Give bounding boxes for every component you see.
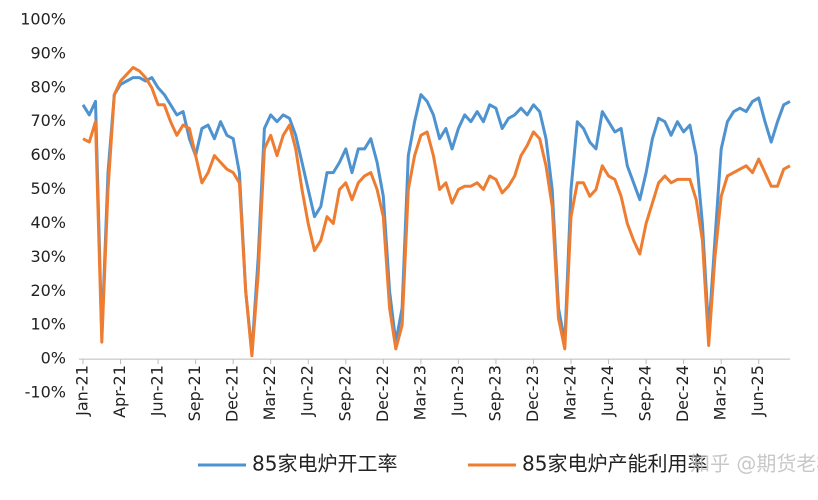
x-tick-label: Dec-22 bbox=[373, 365, 392, 422]
y-tick-label: 30% bbox=[30, 247, 66, 266]
watermark: 知乎 @期货老杨 bbox=[690, 452, 818, 476]
x-tick-label: Sep-22 bbox=[335, 365, 354, 421]
y-tick-label: 20% bbox=[30, 281, 66, 300]
y-tick-label: 40% bbox=[30, 213, 66, 232]
x-tick-label: Jun-21 bbox=[148, 365, 167, 417]
y-tick-label: 100% bbox=[20, 10, 66, 29]
y-tick-label: -10% bbox=[25, 383, 66, 402]
legend-label: 85家电炉开工率 bbox=[252, 452, 397, 476]
x-tick-label: Dec-21 bbox=[223, 365, 242, 422]
x-tick-label: Mar-22 bbox=[260, 365, 279, 420]
x-tick-label: Jun-25 bbox=[748, 365, 767, 417]
y-tick-label: 50% bbox=[30, 179, 66, 198]
x-tick-label: Jun-22 bbox=[298, 365, 317, 417]
x-tick-label: Dec-24 bbox=[673, 365, 692, 422]
y-tick-label: 70% bbox=[30, 111, 66, 130]
x-tick-label: Sep-23 bbox=[485, 365, 504, 421]
y-tick-label: 0% bbox=[41, 349, 66, 368]
y-tick-label: 10% bbox=[30, 315, 66, 334]
x-tick-label: Dec-23 bbox=[523, 365, 542, 422]
y-tick-label: 80% bbox=[30, 77, 66, 96]
series-line bbox=[82, 66, 791, 358]
x-tick-label: Sep-21 bbox=[185, 365, 204, 421]
y-tick-label: 60% bbox=[30, 145, 66, 164]
x-tick-label: Mar-23 bbox=[410, 365, 429, 420]
x-tick-label: Sep-24 bbox=[636, 365, 655, 421]
y-tick-label: 90% bbox=[30, 43, 66, 62]
series-line bbox=[81, 76, 791, 354]
x-tick-label: Jun-24 bbox=[598, 365, 617, 417]
x-tick-label: Mar-25 bbox=[711, 365, 730, 420]
x-tick-label: Jun-23 bbox=[448, 365, 467, 417]
x-tick-label: Apr-21 bbox=[110, 365, 129, 418]
x-tick-label: Jan-21 bbox=[73, 365, 92, 417]
legend-label: 85家电炉产能利用率 bbox=[522, 452, 707, 476]
x-tick-label: Mar-24 bbox=[561, 365, 580, 420]
